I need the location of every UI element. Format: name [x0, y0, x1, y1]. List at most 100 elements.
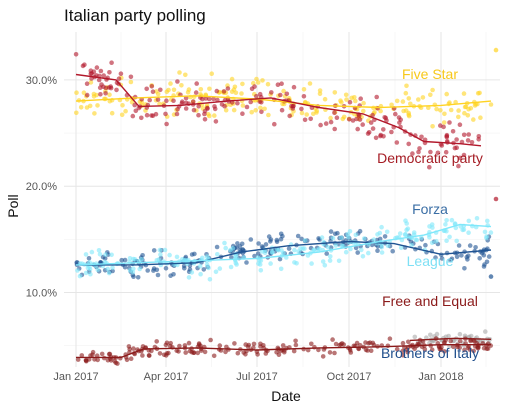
x-tick-label: Apr 2017 [144, 371, 189, 383]
data-point [390, 248, 396, 254]
data-point [417, 146, 422, 151]
data-point [488, 343, 494, 348]
data-point [147, 353, 152, 358]
data-point [139, 115, 144, 121]
data-point [133, 108, 139, 114]
data-point [182, 266, 187, 271]
data-point [382, 234, 388, 239]
data-point [353, 245, 359, 251]
data-point [95, 267, 100, 273]
data-point [377, 230, 383, 236]
data-point [199, 348, 204, 353]
data-point [239, 91, 244, 96]
trend-line [76, 240, 492, 266]
data-point [354, 340, 360, 346]
data-point [293, 342, 299, 348]
data-point [103, 91, 108, 96]
data-point [177, 70, 182, 75]
data-point [171, 87, 177, 93]
data-point [447, 100, 452, 105]
data-point [211, 96, 216, 102]
data-point [168, 81, 173, 86]
data-point [249, 86, 255, 91]
data-point [416, 97, 421, 102]
data-point [128, 356, 134, 362]
data-point [435, 150, 441, 156]
data-point [130, 113, 136, 119]
data-point [396, 115, 402, 120]
data-point [96, 77, 102, 83]
data-point [189, 270, 195, 275]
data-point [317, 91, 323, 97]
data-point [215, 252, 220, 257]
data-point [292, 247, 297, 253]
x-tick-label: Jul 2017 [236, 371, 278, 383]
data-point [353, 98, 358, 104]
data-point [94, 65, 100, 70]
data-point [217, 343, 223, 348]
data-point [478, 115, 483, 120]
data-point [460, 227, 465, 233]
data-point [147, 97, 152, 103]
data-point [107, 92, 112, 97]
data-point [233, 253, 238, 258]
data-point [240, 103, 246, 108]
trend-line [75, 223, 492, 266]
data-point [363, 347, 369, 353]
data-point [106, 270, 112, 276]
data-point [360, 122, 366, 127]
x-tick-label: Jan 2018 [418, 371, 463, 383]
data-point [366, 250, 371, 256]
data-point [118, 71, 124, 76]
data-point [84, 92, 90, 98]
data-point [240, 81, 245, 87]
data-point [457, 338, 463, 344]
data-point [74, 90, 79, 95]
data-point [127, 255, 133, 261]
data-point [304, 112, 310, 117]
data-point [211, 353, 217, 359]
data-point [328, 229, 334, 234]
data-point [322, 263, 328, 268]
data-point [207, 277, 213, 282]
data-point [171, 272, 176, 277]
data-point [137, 266, 142, 272]
data-point [201, 267, 207, 272]
data-point [202, 117, 208, 122]
data-point [144, 86, 149, 92]
data-point [109, 252, 114, 258]
data-point [119, 257, 124, 263]
data-point [167, 252, 172, 258]
data-point [432, 102, 438, 108]
data-point [263, 351, 269, 356]
data-point [357, 117, 363, 122]
data-point [469, 140, 475, 145]
data-point [155, 272, 161, 278]
data-point [259, 244, 265, 249]
y-tick-label: 20.0% [26, 181, 57, 193]
data-point [73, 52, 79, 57]
chart-title: Italian party polling [64, 6, 206, 25]
data-point [122, 264, 128, 270]
data-point [371, 237, 377, 242]
data-point [157, 101, 162, 107]
data-point [164, 121, 169, 127]
data-point [406, 112, 412, 118]
data-point [183, 72, 188, 78]
data-point [213, 269, 219, 275]
data-point [462, 347, 467, 353]
data-point [309, 341, 314, 347]
data-point [88, 80, 94, 85]
data-point [186, 87, 192, 92]
data-point [78, 105, 84, 110]
data-point [370, 126, 376, 131]
data-point [248, 99, 253, 105]
data-point [428, 149, 433, 155]
data-point [452, 221, 458, 226]
data-point [232, 341, 237, 346]
data-point [222, 240, 227, 246]
data-point [299, 106, 304, 112]
data-point [86, 255, 92, 261]
data-point [158, 87, 163, 93]
data-point [135, 275, 141, 280]
